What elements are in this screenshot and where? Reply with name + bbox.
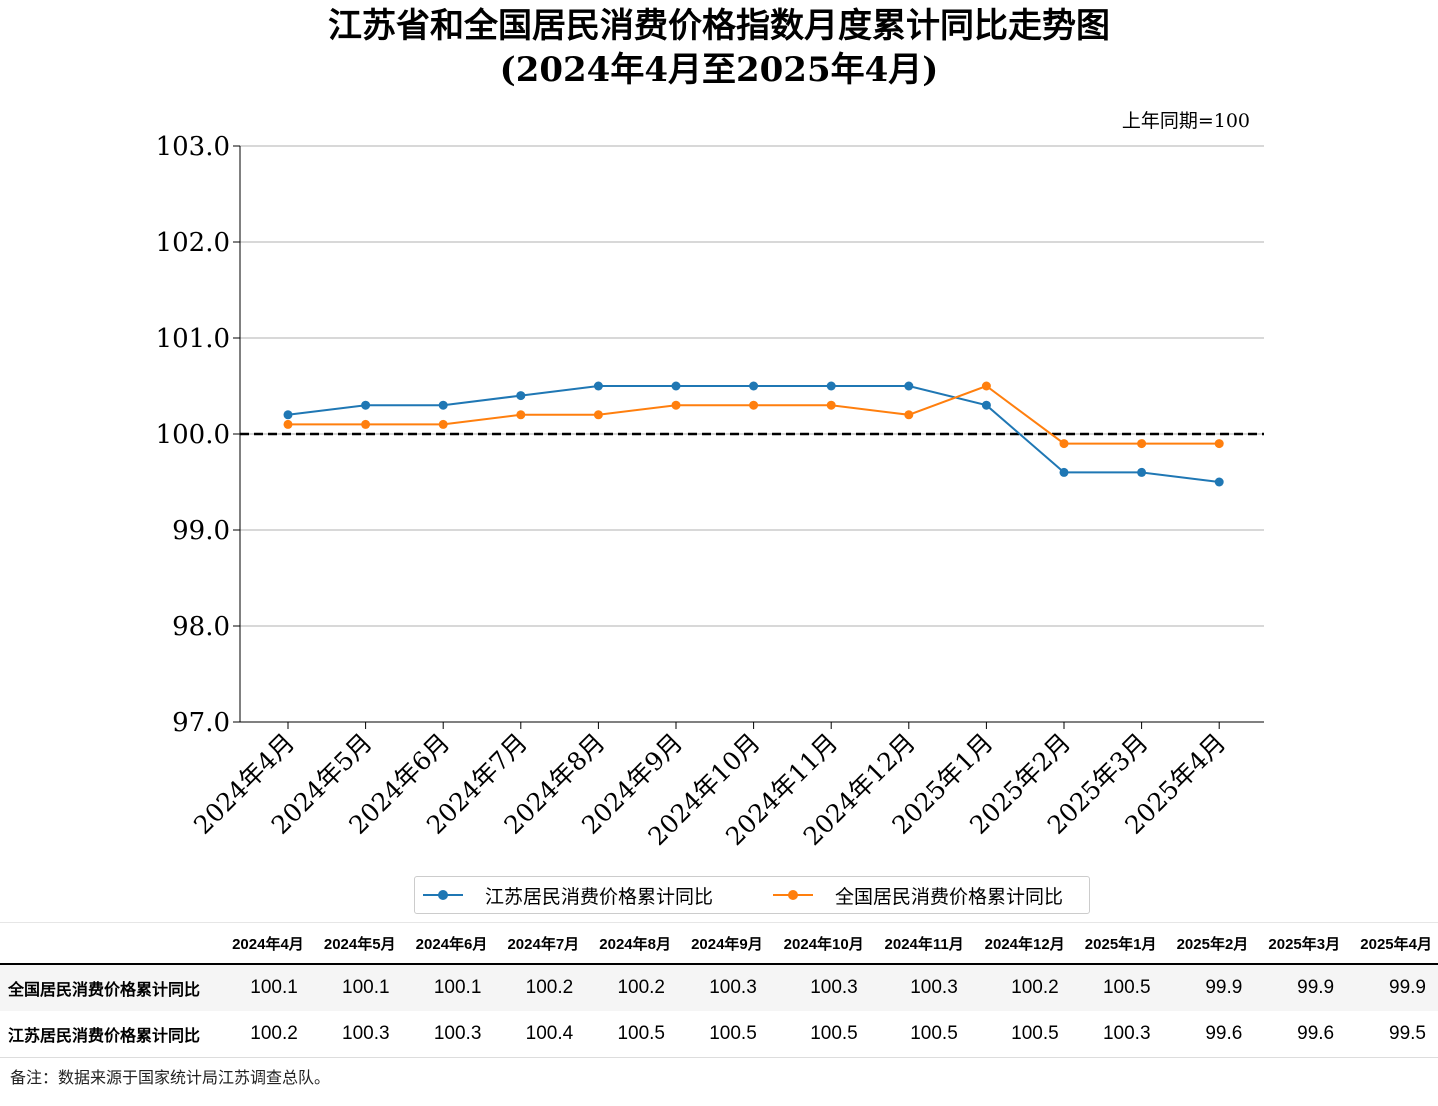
legend: 江苏居民消费价格累计同比 全国居民消费价格累计同比 <box>414 876 1090 914</box>
data-point <box>1137 467 1147 477</box>
table-header-cell: 2024年8月 <box>585 922 677 965</box>
data-point <box>749 381 759 391</box>
table-cell: 100.3 <box>676 964 769 1011</box>
table-header-cell: 2025年2月 <box>1162 922 1255 965</box>
y-tick-label: 101.0 <box>156 324 230 354</box>
legend-marker-national <box>773 890 813 900</box>
data-point <box>438 400 448 410</box>
table-row-label: 江苏居民消费价格累计同比 <box>0 1011 218 1058</box>
y-tick-label: 99.0 <box>172 516 230 546</box>
data-point <box>516 391 526 401</box>
table-header-cell: 2024年11月 <box>869 922 970 965</box>
chart-subtitle: (2024年4月至2025年4月) <box>499 50 939 90</box>
table-cell: 100.1 <box>309 964 402 1011</box>
chart-title: 江苏省和全国居民消费价格指数月度累计同比走势图 <box>328 6 1110 46</box>
data-point <box>826 381 836 391</box>
table-header-cell: 2024年4月 <box>218 922 310 965</box>
table-cell: 100.5 <box>1070 964 1163 1011</box>
unit-note: 上年同期=100 <box>1121 110 1250 132</box>
table-cell: 100.5 <box>585 1011 677 1058</box>
y-tick-label: 100.0 <box>156 420 230 450</box>
data-point <box>904 381 914 391</box>
data-point <box>826 400 836 410</box>
data-point <box>361 419 371 429</box>
data-point <box>1214 439 1224 449</box>
table-cell: 100.2 <box>969 964 1071 1011</box>
data-point <box>1137 439 1147 449</box>
line-chart: 97.0 98.0 99.0 100.0 101.0 102.0 103.0 2024年4月… <box>156 132 1264 851</box>
table-header-cell: 2024年6月 <box>401 922 494 965</box>
table-cell: 99.9 <box>1162 964 1255 1011</box>
table-cell: 100.1 <box>401 964 494 1011</box>
x-axis-ticks: 2024年4月2024年5月2024年6月2024年7月2024年8月2024年… <box>188 722 1231 851</box>
data-point <box>671 400 681 410</box>
table-cell: 100.4 <box>493 1011 586 1058</box>
y-axis-ticks: 97.0 98.0 99.0 100.0 101.0 102.0 103.0 <box>156 132 240 738</box>
table-cell: 99.6 <box>1254 1011 1347 1058</box>
table-cell: 100.2 <box>493 964 586 1011</box>
table-cell: 100.5 <box>869 1011 970 1058</box>
table-cell: 100.3 <box>869 964 970 1011</box>
table-cell: 99.9 <box>1346 964 1438 1011</box>
legend-label-jiangsu: 江苏居民消费价格累计同比 <box>485 885 714 908</box>
table-cell: 100.3 <box>309 1011 402 1058</box>
legend-item-national: 全国居民消费价格累计同比 <box>773 877 1063 913</box>
data-point <box>593 410 603 420</box>
table-header-cell: 2024年7月 <box>493 922 586 965</box>
y-tick-label: 97.0 <box>172 708 230 738</box>
table-header-cell: 2025年3月 <box>1254 922 1347 965</box>
series-group <box>283 381 1224 487</box>
table-cell: 100.3 <box>1070 1011 1163 1058</box>
table-header-cell: 2025年1月 <box>1070 922 1163 965</box>
table-cell: 99.6 <box>1162 1011 1255 1058</box>
data-point <box>981 400 991 410</box>
axes <box>239 146 1264 723</box>
table-cell: 100.2 <box>218 1011 310 1058</box>
table-cell: 100.5 <box>969 1011 1071 1058</box>
table-header-row: 2024年4月 2024年5月 2024年6月 2024年7月 2024年8月 … <box>0 922 1438 965</box>
table-corner <box>0 922 218 965</box>
footnote: 备注：数据来源于国家统计局江苏调查总队。 <box>10 1068 331 1087</box>
table-row: 全国居民消费价格累计同比 100.1 100.1 100.1 100.2 100… <box>0 964 1438 1011</box>
y-tick-label: 98.0 <box>172 612 230 642</box>
table-cell: 100.5 <box>768 1011 870 1058</box>
table-header-cell: 2025年4月 <box>1346 922 1438 965</box>
table-cell: 100.2 <box>585 964 677 1011</box>
data-point <box>671 381 681 391</box>
legend-item-jiangsu: 江苏居民消费价格累计同比 <box>423 877 713 913</box>
y-tick-label: 103.0 <box>156 132 230 162</box>
data-point <box>904 410 914 420</box>
data-point <box>361 400 371 410</box>
table-cell: 100.3 <box>768 964 870 1011</box>
data-point <box>438 419 448 429</box>
table-cell: 100.1 <box>218 964 310 1011</box>
data-point <box>1059 467 1069 477</box>
data-point <box>593 381 603 391</box>
table-header-cell: 2024年12月 <box>969 922 1071 965</box>
legend-label-national: 全国居民消费价格累计同比 <box>835 885 1064 908</box>
table-row: 江苏居民消费价格累计同比 100.2 100.3 100.3 100.4 100… <box>0 1011 1438 1058</box>
data-point <box>516 410 526 420</box>
y-tick-label: 102.0 <box>156 228 230 258</box>
data-point <box>1059 439 1069 449</box>
data-point <box>749 400 759 410</box>
table-cell: 99.5 <box>1346 1011 1438 1058</box>
table-header-cell: 2024年10月 <box>768 922 870 965</box>
table-cell: 100.3 <box>401 1011 494 1058</box>
data-table: 2024年4月 2024年5月 2024年6月 2024年7月 2024年8月 … <box>0 922 1438 1058</box>
data-point <box>1214 477 1224 487</box>
table-header-cell: 2024年5月 <box>309 922 402 965</box>
table-header-cell: 2024年9月 <box>676 922 769 965</box>
data-point <box>981 381 991 391</box>
table-cell: 100.5 <box>676 1011 769 1058</box>
table-row-label: 全国居民消费价格累计同比 <box>0 964 218 1011</box>
legend-marker-jiangsu <box>423 890 463 900</box>
data-point <box>283 410 293 420</box>
table-cell: 99.9 <box>1254 964 1347 1011</box>
data-point <box>283 419 293 429</box>
